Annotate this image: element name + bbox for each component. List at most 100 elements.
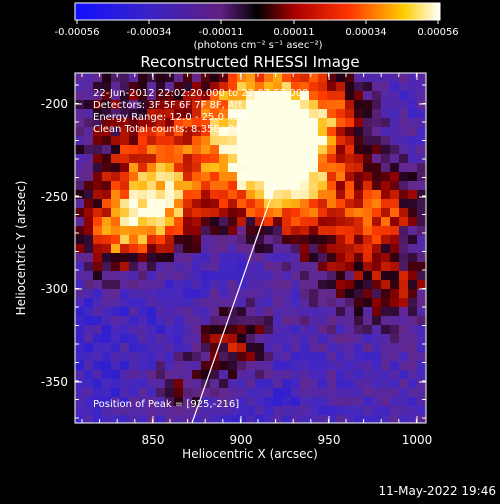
- image-pixel: [183, 388, 193, 398]
- image-pixel: [255, 217, 265, 227]
- image-pixel: [381, 73, 391, 83]
- image-pixel: [75, 325, 85, 335]
- image-pixel: [309, 406, 319, 416]
- image-pixel: [165, 334, 175, 344]
- image-pixel: [75, 208, 85, 218]
- image-pixel: [174, 280, 184, 290]
- image-pixel: [354, 262, 364, 272]
- image-pixel: [363, 235, 373, 245]
- image-pixel: [408, 235, 418, 245]
- image-pixel: [93, 325, 103, 335]
- image-pixel: [273, 379, 283, 389]
- image-pixel: [201, 280, 211, 290]
- image-pixel: [363, 262, 373, 272]
- image-pixel: [309, 217, 319, 227]
- image-pixel: [219, 370, 229, 380]
- image-pixel: [264, 262, 274, 272]
- image-pixel: [129, 82, 139, 92]
- x-tick-label: 850: [142, 433, 165, 447]
- image-pixel: [327, 208, 337, 218]
- image-pixel: [174, 298, 184, 308]
- image-pixel: [345, 91, 355, 101]
- image-pixel: [408, 316, 418, 326]
- image-pixel: [120, 271, 130, 281]
- image-pixel: [183, 91, 193, 101]
- image-pixel: [228, 343, 238, 353]
- image-pixel: [345, 226, 355, 236]
- image-pixel: [345, 217, 355, 227]
- image-pixel: [219, 271, 229, 281]
- image-pixel: [147, 145, 157, 155]
- image-pixel: [219, 334, 229, 344]
- image-pixel: [84, 307, 94, 317]
- image-pixel: [75, 109, 85, 119]
- image-pixel: [417, 334, 426, 344]
- image-pixel: [174, 91, 184, 101]
- image-pixel: [309, 415, 319, 423]
- image-pixel: [309, 280, 319, 290]
- image-pixel: [300, 163, 310, 173]
- image-pixel: [363, 217, 373, 227]
- image-pixel: [183, 127, 193, 137]
- image-pixel: [138, 226, 148, 236]
- image-pixel: [309, 388, 319, 398]
- image-pixel: [291, 298, 301, 308]
- image-pixel: [273, 181, 283, 191]
- image-pixel: [291, 361, 301, 371]
- image-pixel: [336, 136, 346, 146]
- image-pixel: [264, 82, 274, 92]
- image-pixel: [192, 208, 202, 218]
- image-pixel: [111, 181, 121, 191]
- image-pixel: [219, 343, 229, 353]
- image-pixel: [138, 208, 148, 218]
- image-pixel: [318, 298, 328, 308]
- image-pixel: [417, 361, 426, 371]
- image-pixel: [417, 406, 426, 416]
- image-pixel: [138, 325, 148, 335]
- image-pixel: [417, 370, 426, 380]
- image-pixel: [120, 235, 130, 245]
- image-pixel: [291, 109, 301, 119]
- image-pixel: [246, 73, 256, 83]
- image-pixel: [174, 262, 184, 272]
- image-pixel: [417, 289, 426, 299]
- image-pixel: [327, 316, 337, 326]
- image-pixel: [291, 370, 301, 380]
- image-pixel: [336, 163, 346, 173]
- image-pixel: [120, 298, 130, 308]
- image-pixel: [363, 181, 373, 191]
- image-pixel: [156, 136, 166, 146]
- image-pixel: [228, 307, 238, 317]
- image-pixel: [84, 82, 94, 92]
- image-pixel: [336, 406, 346, 416]
- image-pixel: [228, 397, 238, 407]
- image-pixel: [291, 172, 301, 182]
- image-pixel: [84, 280, 94, 290]
- image-pixel: [147, 172, 157, 182]
- image-pixel: [93, 343, 103, 353]
- image-pixel: [93, 109, 103, 119]
- colorbar-tick-label: 0.00056: [417, 27, 458, 38]
- image-pixel: [237, 109, 247, 119]
- image-pixel: [201, 73, 211, 83]
- image-pixel: [246, 298, 256, 308]
- image-pixel: [336, 199, 346, 209]
- image-pixel: [399, 163, 409, 173]
- image-pixel: [201, 271, 211, 281]
- image-pixel: [327, 163, 337, 173]
- image-pixel: [237, 415, 247, 423]
- image-pixel: [354, 82, 364, 92]
- image-pixel: [345, 199, 355, 209]
- image-pixel: [174, 370, 184, 380]
- image-pixel: [291, 163, 301, 173]
- image-pixel: [201, 415, 211, 423]
- image-pixel: [264, 397, 274, 407]
- image-pixel: [408, 361, 418, 371]
- image-pixel: [174, 127, 184, 137]
- image-pixel: [165, 235, 175, 245]
- image-pixel: [300, 271, 310, 281]
- image-pixel: [246, 379, 256, 389]
- image-pixel: [291, 271, 301, 281]
- image-pixel: [390, 289, 400, 299]
- image-pixel: [120, 289, 130, 299]
